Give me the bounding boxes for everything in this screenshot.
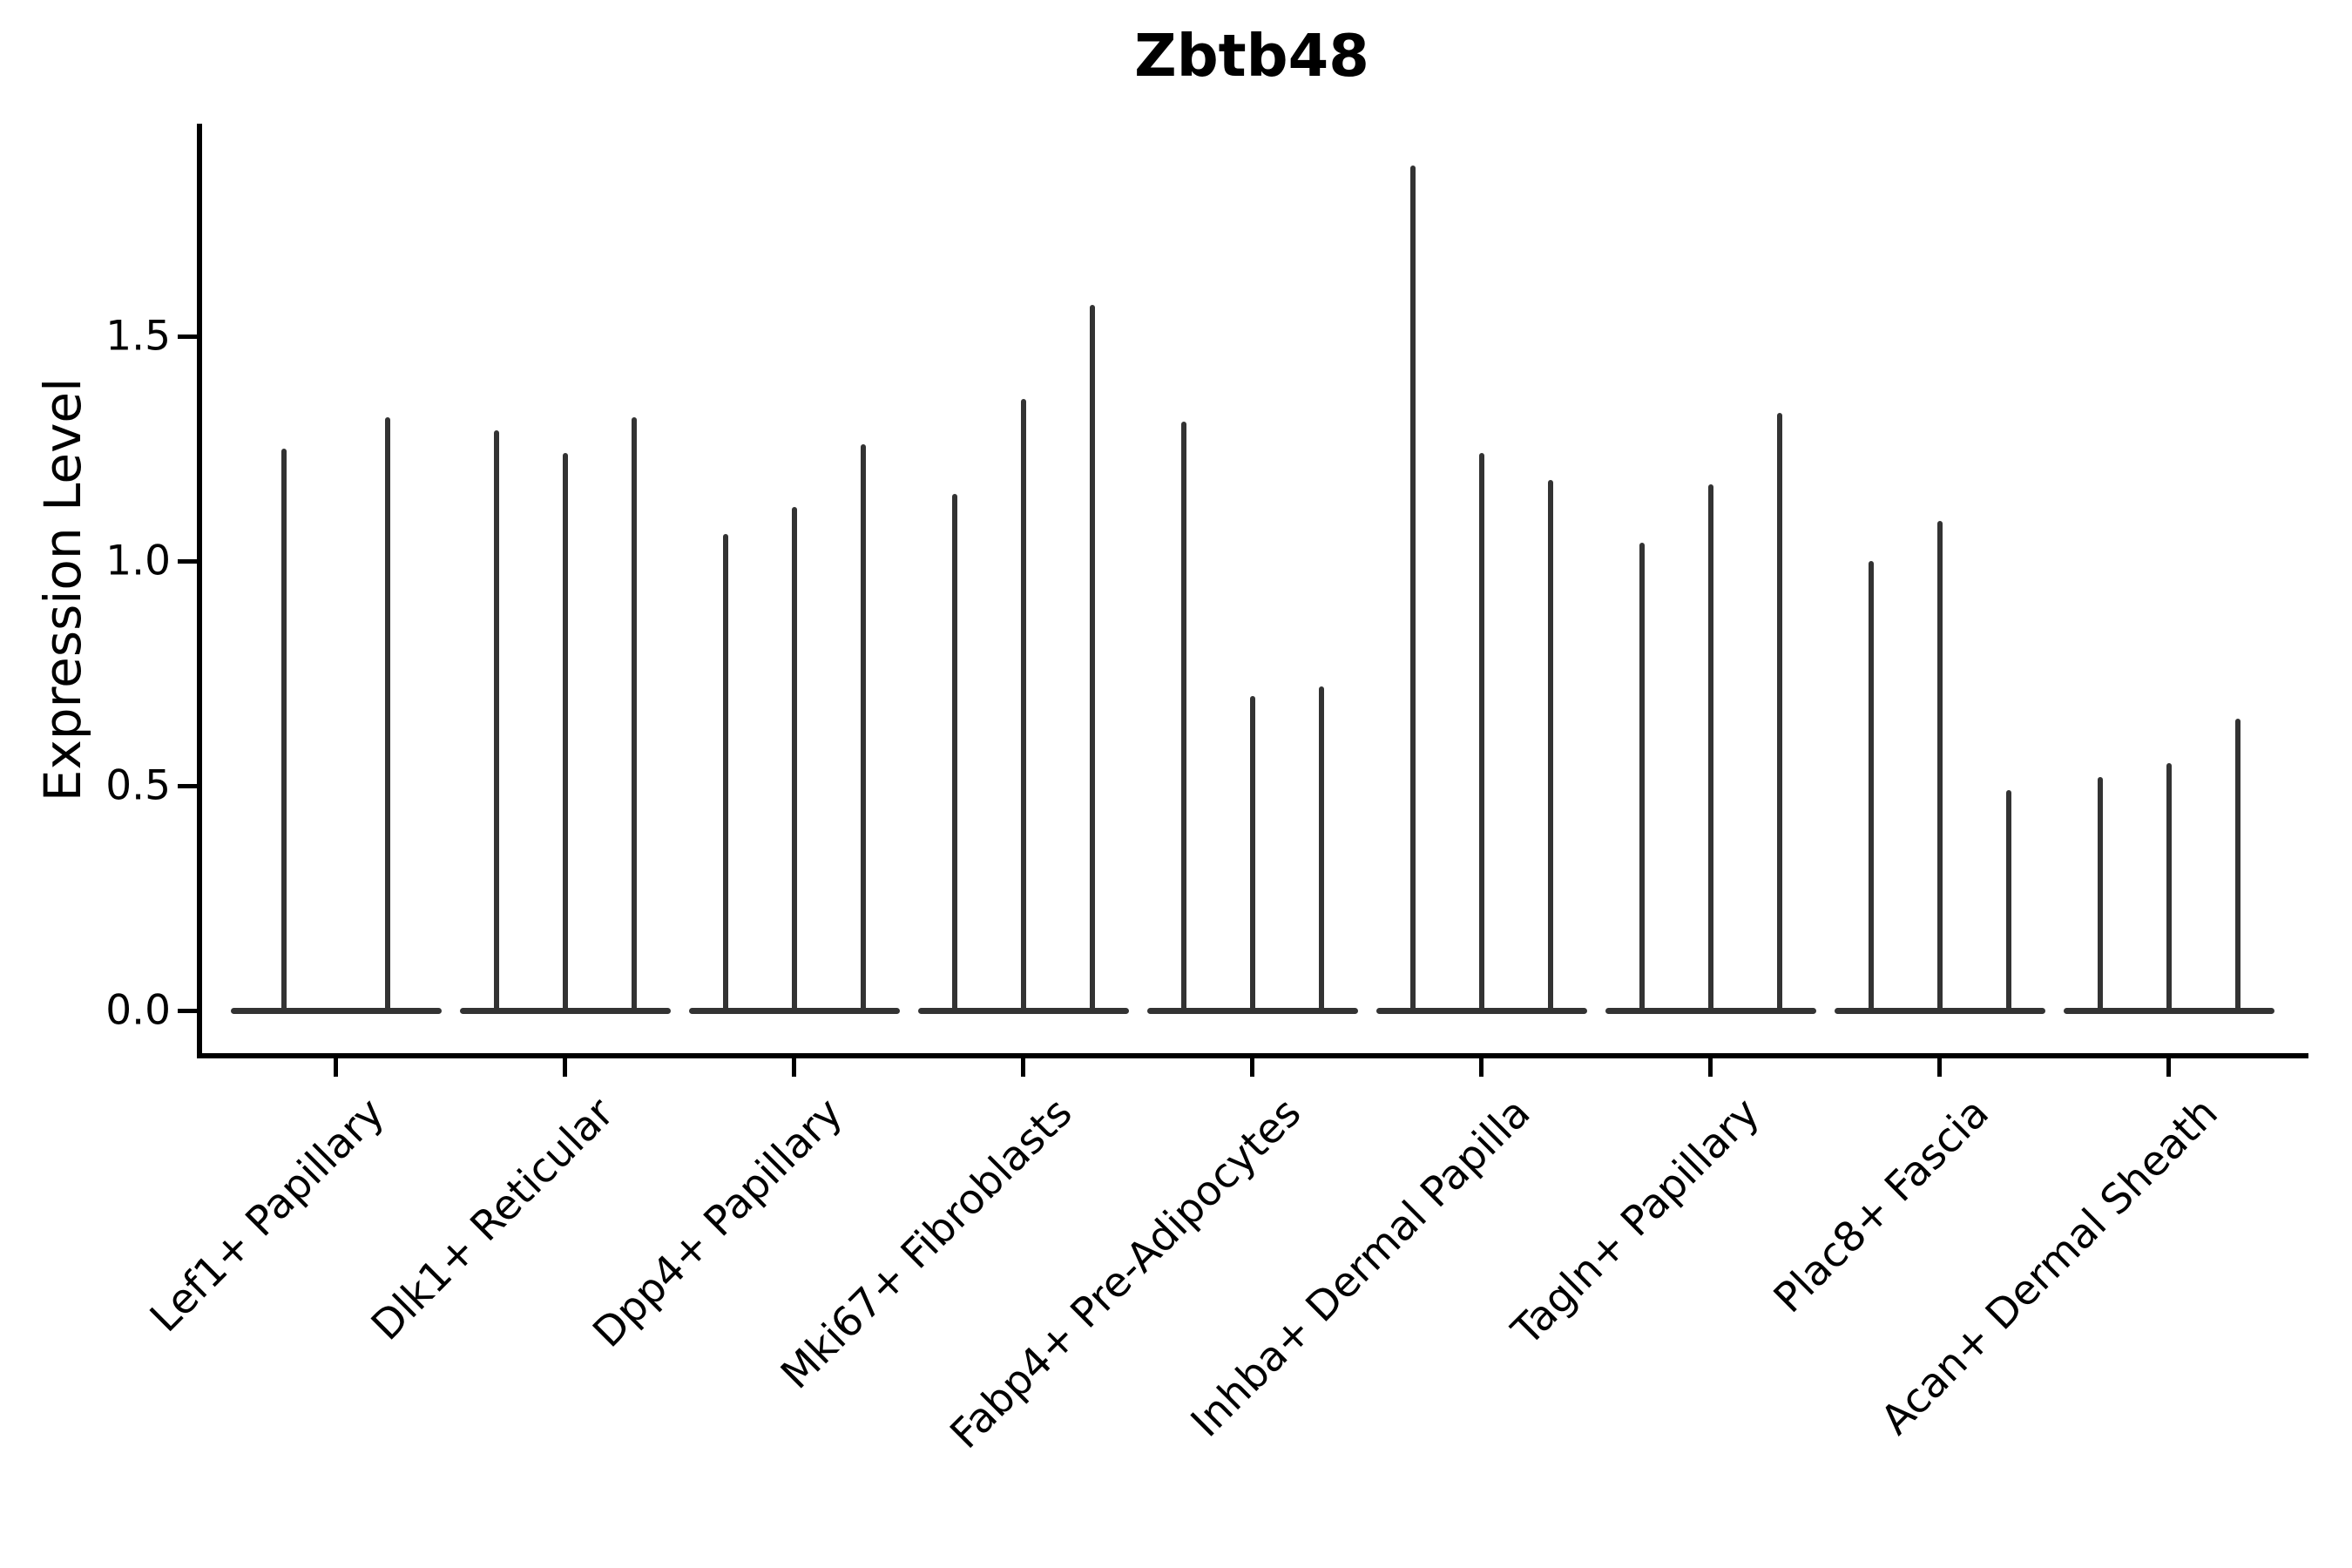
y-tick-label: 1.5 [105,312,171,361]
x-category-label: Dpp4+ Papillary [584,1089,853,1357]
violin-spike [2234,718,2240,1014]
violin-baseline [230,1008,442,1014]
violin-spike [722,534,728,1014]
y-tick-mark [178,1008,199,1013]
violin-spike [493,430,499,1014]
violin-spike [1409,165,1416,1014]
x-tick-mark [1021,1057,1025,1077]
violin-spike [562,453,568,1014]
x-tick-mark [334,1057,338,1077]
x-category-label: Lef1+ Papillary [141,1089,395,1342]
violin-spike [1936,520,1943,1014]
y-axis-line [197,124,202,1058]
violin-spike [1868,561,1874,1014]
violin-spike [384,416,390,1014]
violin-spike [1180,422,1186,1014]
violin-spike [1249,695,1255,1014]
violin-spike [2005,790,2011,1014]
violin-spike [631,416,637,1014]
violin-spike [1547,480,1553,1014]
x-tick-mark [1479,1057,1484,1077]
chart-title: Zbtb48 [1134,22,1369,90]
violin-spike [1478,453,1484,1014]
violin-spike [860,443,866,1014]
x-category-label: Plac8+ Fascia [1764,1089,1998,1322]
x-tick-mark [1937,1057,1942,1077]
violin-spike [1089,304,1095,1014]
violin-spike [281,449,287,1014]
y-tick-label: 1.0 [105,537,171,585]
x-category-label: Tagln+ Papillary [1503,1089,1769,1355]
violin-spike [791,507,797,1014]
x-tick-mark [563,1057,567,1077]
violin-spike [2097,776,2103,1014]
x-category-label: Dlk1+ Reticular [362,1089,624,1350]
x-tick-mark [2166,1057,2171,1077]
x-tick-mark [792,1057,796,1077]
violin-spike [1318,686,1324,1014]
violin-spike [1707,484,1713,1014]
y-tick-mark [178,334,199,339]
y-tick-mark [178,783,199,788]
y-axis-label: Expression Level [33,377,92,802]
x-axis-line [197,1053,2308,1058]
x-tick-mark [1708,1057,1713,1077]
y-tick-label: 0.0 [105,986,171,1035]
violin-spike [1020,399,1026,1014]
y-tick-mark [178,558,199,564]
violin-spike [2166,763,2172,1014]
violin-spike [1639,543,1645,1014]
x-tick-mark [1250,1057,1254,1077]
violin-spike [951,493,957,1014]
violin-spike [1776,412,1782,1014]
y-tick-label: 0.5 [105,761,171,810]
